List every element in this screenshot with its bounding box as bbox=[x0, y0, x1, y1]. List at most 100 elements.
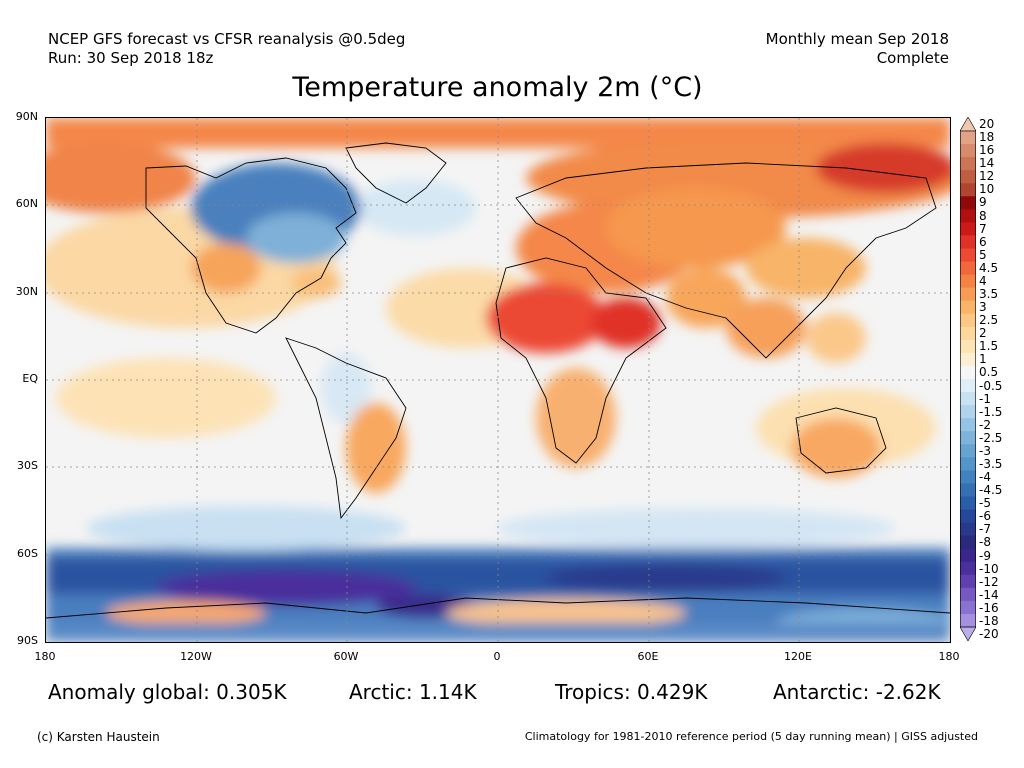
colorbar-bin bbox=[960, 548, 976, 563]
colorbar-bin bbox=[960, 196, 976, 210]
colorbar-max-arrow bbox=[960, 117, 976, 132]
lat-label-30n: 30N bbox=[15, 285, 38, 298]
colorbar-bin bbox=[960, 287, 976, 302]
lat-label-90n: 90N bbox=[15, 110, 38, 123]
run-time: Run: 30 Sep 2018 18z bbox=[48, 49, 214, 67]
colorbar-tick-label: -4 bbox=[979, 470, 991, 485]
status-label: Complete bbox=[876, 49, 949, 67]
header-right: Monthly mean Sep 2018 Complete bbox=[766, 30, 949, 68]
colorbar-bin bbox=[960, 613, 976, 628]
map-title: Temperature anomaly 2m (°C) bbox=[292, 72, 703, 103]
colorbar bbox=[960, 117, 976, 641]
lon-label-60w: 60W bbox=[333, 650, 359, 663]
colorbar-bin bbox=[960, 535, 976, 550]
antarctic-anomaly: Antarctic: -2.62K bbox=[773, 680, 941, 704]
lat-label-60s: 60S bbox=[17, 547, 38, 560]
lat-label-60n: 60N bbox=[15, 197, 38, 210]
colorbar-tick-label: -3 bbox=[979, 443, 991, 458]
colorbar-tick-label: -16 bbox=[979, 600, 999, 615]
colorbar-bin bbox=[960, 157, 976, 171]
colorbar-tick-label: -1.5 bbox=[979, 404, 1003, 419]
colorbar-bin bbox=[960, 587, 976, 602]
colorbar-tick-label: -3.5 bbox=[979, 457, 1003, 471]
anomaly-stats: Anomaly global: 0.305K Arctic: 1.14K Tro… bbox=[0, 680, 1024, 706]
colorbar-bin bbox=[960, 522, 976, 537]
colorbar-tick-label: -12 bbox=[979, 574, 999, 589]
colorbar-bin bbox=[960, 261, 976, 276]
colorbar-bin bbox=[960, 483, 976, 497]
arctic-anomaly: Arctic: 1.14K bbox=[349, 680, 477, 704]
colorbar-bin bbox=[960, 248, 976, 263]
colorbar-bin bbox=[960, 470, 976, 484]
colorbar-bin bbox=[960, 326, 976, 341]
colorbar-bin bbox=[960, 418, 976, 432]
colorbar-tick-label: -7 bbox=[979, 522, 991, 537]
colorbar-tick-label: -4.5 bbox=[979, 483, 1003, 498]
colorbar-bin bbox=[960, 379, 976, 393]
lon-label-180w: 180 bbox=[34, 650, 56, 663]
colorbar-bin bbox=[960, 509, 976, 524]
colorbar-tick-label: -10 bbox=[979, 561, 999, 576]
credit-text: (c) Karsten Haustein bbox=[37, 730, 160, 744]
colorbar-tick-label: 2 bbox=[979, 326, 987, 341]
colorbar-tick-label: 3.5 bbox=[979, 287, 999, 301]
colorbar-tick-label: -2 bbox=[979, 417, 991, 432]
colorbar-tick-label: 8 bbox=[979, 208, 987, 223]
colorbar-bin bbox=[960, 274, 976, 289]
colorbar-tick-label: -14 bbox=[979, 587, 999, 602]
colorbar-tick-label: 3 bbox=[979, 300, 987, 315]
colorbar-tick-label: 7 bbox=[979, 221, 987, 236]
colorbar-tick-label: 5 bbox=[979, 247, 987, 262]
lon-label-180e: 180 bbox=[938, 650, 960, 663]
lon-label-60e: 60E bbox=[637, 650, 659, 663]
colorbar-bin bbox=[960, 574, 976, 589]
graticule bbox=[46, 118, 950, 642]
colorbar-bin bbox=[960, 313, 976, 328]
colorbar-tick-label: 10 bbox=[979, 182, 995, 197]
colorbar-tick-label: 2.5 bbox=[979, 313, 999, 328]
colorbar-tick-label: -0.5 bbox=[979, 378, 1003, 393]
lat-label-eq: EQ bbox=[22, 372, 38, 385]
colorbar-bin bbox=[960, 300, 976, 315]
colorbar-tick-label: 12 bbox=[979, 169, 995, 184]
colorbar-bin bbox=[960, 170, 976, 184]
colorbar-bin bbox=[960, 365, 976, 380]
colorbar-tick-label: 4 bbox=[979, 273, 987, 288]
coastlines bbox=[46, 142, 950, 619]
colorbar-tick-label: 4.5 bbox=[979, 260, 999, 275]
colorbar-bin bbox=[960, 457, 976, 471]
global-anomaly: Anomaly global: 0.305K bbox=[48, 680, 287, 704]
colorbar-bin bbox=[960, 209, 976, 223]
climatology-note: Climatology for 1981-2010 reference peri… bbox=[524, 730, 978, 743]
lon-label-120e: 120E bbox=[784, 650, 812, 663]
model-description: NCEP GFS forecast vs CFSR reanalysis @0.… bbox=[48, 30, 406, 48]
colorbar-tick-label: 9 bbox=[979, 195, 987, 210]
colorbar-bin bbox=[960, 561, 976, 576]
colorbar-bin bbox=[960, 405, 976, 419]
colorbar-bin bbox=[960, 444, 976, 458]
lat-label-30s: 30S bbox=[17, 459, 38, 472]
colorbar-tick-label: 6 bbox=[979, 234, 987, 249]
colorbar-min-arrow bbox=[960, 626, 976, 641]
colorbar-tick-label: -18 bbox=[979, 613, 999, 628]
colorbar-bin bbox=[960, 600, 976, 615]
colorbar-tick-label: -5 bbox=[979, 496, 991, 511]
colorbar-bin bbox=[960, 339, 976, 354]
colorbar-tick-label: 1.5 bbox=[979, 339, 999, 354]
colorbar-bin bbox=[960, 183, 976, 197]
colorbar-tick-label: 14 bbox=[979, 156, 995, 171]
colorbar-bin bbox=[960, 431, 976, 445]
lon-label-0: 0 bbox=[493, 650, 501, 663]
tropics-anomaly: Tropics: 0.429K bbox=[555, 680, 708, 704]
anomaly-map bbox=[45, 117, 951, 643]
colorbar-bin bbox=[960, 144, 976, 158]
colorbar-bin bbox=[960, 222, 976, 236]
map-canvas bbox=[46, 118, 950, 642]
colorbar-tick-label: 20 bbox=[979, 117, 995, 131]
colorbar-tick-label: 0.5 bbox=[979, 365, 999, 380]
colorbar-tick-label: -1 bbox=[979, 391, 991, 406]
colorbar-tick-label: -20 bbox=[979, 627, 999, 641]
lat-label-90s: 90S bbox=[17, 634, 38, 647]
colorbar-tick-label: 16 bbox=[979, 143, 995, 158]
colorbar-bin bbox=[960, 496, 976, 511]
